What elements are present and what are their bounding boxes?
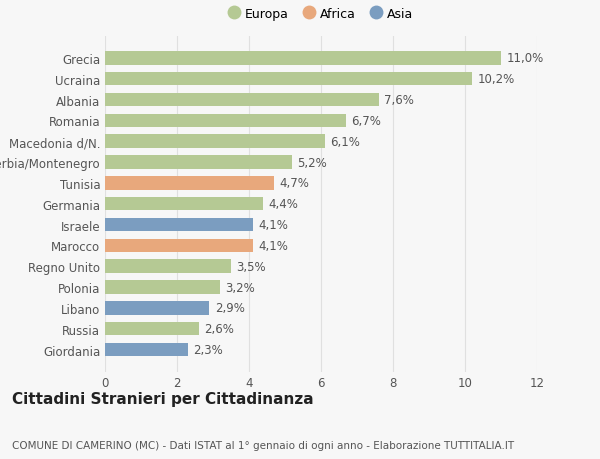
Text: 2,6%: 2,6% bbox=[204, 323, 234, 336]
Text: 4,1%: 4,1% bbox=[258, 239, 288, 252]
Bar bbox=[105, 197, 263, 211]
Text: 6,7%: 6,7% bbox=[352, 115, 382, 128]
Text: 2,3%: 2,3% bbox=[193, 343, 223, 356]
Bar bbox=[105, 280, 220, 294]
Text: Cittadini Stranieri per Cittadinanza: Cittadini Stranieri per Cittadinanza bbox=[12, 391, 314, 406]
Text: 4,7%: 4,7% bbox=[280, 177, 310, 190]
Text: 10,2%: 10,2% bbox=[478, 73, 515, 86]
Bar bbox=[105, 94, 379, 107]
Bar bbox=[105, 260, 231, 274]
Text: 2,9%: 2,9% bbox=[215, 302, 245, 315]
Bar bbox=[105, 156, 292, 169]
Text: 7,6%: 7,6% bbox=[384, 94, 414, 107]
Legend: Europa, Africa, Asia: Europa, Africa, Asia bbox=[224, 3, 418, 26]
Text: 6,1%: 6,1% bbox=[330, 135, 360, 148]
Bar bbox=[105, 52, 501, 66]
Text: 3,2%: 3,2% bbox=[226, 281, 256, 294]
Text: COMUNE DI CAMERINO (MC) - Dati ISTAT al 1° gennaio di ogni anno - Elaborazione T: COMUNE DI CAMERINO (MC) - Dati ISTAT al … bbox=[12, 440, 514, 450]
Text: 4,1%: 4,1% bbox=[258, 218, 288, 231]
Bar bbox=[105, 114, 346, 128]
Bar bbox=[105, 73, 472, 86]
Text: 3,5%: 3,5% bbox=[236, 260, 266, 273]
Text: 11,0%: 11,0% bbox=[506, 52, 544, 65]
Bar bbox=[105, 302, 209, 315]
Bar bbox=[105, 343, 188, 357]
Text: 4,4%: 4,4% bbox=[269, 198, 299, 211]
Bar bbox=[105, 322, 199, 336]
Text: 5,2%: 5,2% bbox=[298, 156, 328, 169]
Bar bbox=[105, 218, 253, 232]
Bar bbox=[105, 177, 274, 190]
Bar bbox=[105, 239, 253, 252]
Bar bbox=[105, 135, 325, 149]
